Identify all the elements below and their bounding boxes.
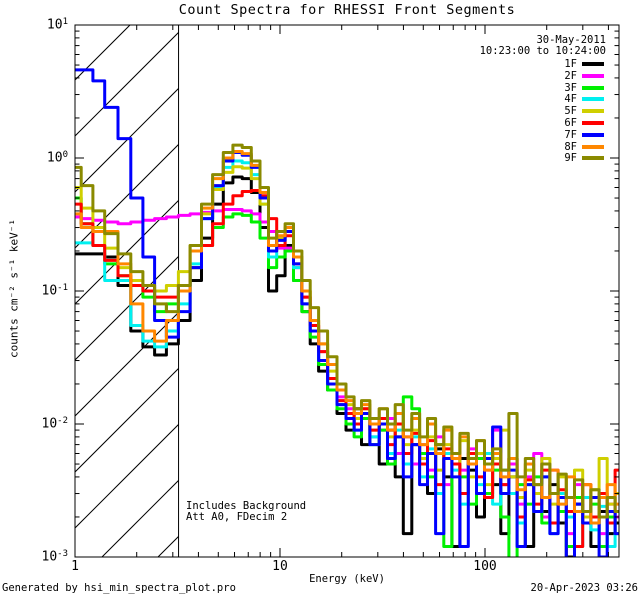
legend-label-8F: 8F — [564, 140, 577, 153]
legend-swatch-3F — [582, 85, 604, 90]
series-line-8F — [75, 150, 619, 525]
note-attenuator-decimation: Att A0, FDecim 2 — [186, 511, 288, 523]
y-tick-label-10e-2: 10-2 — [41, 415, 69, 432]
legend-label-1F: 1F — [564, 58, 577, 70]
plot-title: Count Spectra for RHESSI Front Segments — [178, 2, 516, 18]
legend-swatch-4F — [582, 97, 604, 102]
legend-swatch-5F — [582, 109, 604, 114]
observation-date: 30-May-2011 — [536, 34, 606, 46]
legend-swatch-6F — [582, 121, 604, 125]
series-line-9F — [75, 143, 619, 519]
legend-label-2F: 2F — [564, 69, 577, 82]
x-tick-label-1: 1 — [71, 559, 79, 574]
legend-swatch-8F — [582, 144, 604, 149]
axes-frame — [74, 24, 620, 558]
note-includes-background: Includes Background — [186, 500, 307, 512]
legend-swatch-9F — [582, 156, 604, 161]
observation-time-range: 10:23:00 to 10:24:00 — [479, 45, 606, 57]
y-tick-label-10e0: 100 — [46, 149, 68, 166]
y-axis-label: counts cm⁻² s⁻¹ keV⁻¹ — [7, 218, 21, 359]
x-tick-label-10: 10 — [272, 559, 288, 574]
legend-label-9F: 9F — [564, 152, 577, 165]
legend-label-4F: 4F — [564, 93, 577, 106]
legend-label-6F: 6F — [564, 117, 577, 129]
legend-label-3F: 3F — [564, 81, 577, 94]
footer-render-timestamp: 20-Apr-2023 03:26 — [530, 582, 638, 594]
x-tick-label-100: 100 — [473, 559, 497, 574]
y-tick-label-10e1: 101 — [46, 16, 68, 33]
legend-swatch-1F — [582, 62, 604, 66]
series-line-7F — [75, 68, 619, 557]
footer-generator: Generated by hsi_min_spectra_plot.pro — [2, 582, 236, 594]
series-line-1F — [75, 175, 619, 557]
x-axis-label: Energy (keV) — [309, 573, 385, 585]
y-tick-label-10e-3: 10-3 — [41, 548, 69, 565]
legend-label-7F: 7F — [564, 128, 577, 141]
legend-label-5F: 5F — [564, 105, 577, 118]
legend-swatch-7F — [582, 132, 604, 137]
legend-swatch-2F — [582, 73, 604, 78]
series-lines — [75, 68, 619, 557]
y-tick-label-10e-1: 10-1 — [41, 282, 69, 299]
